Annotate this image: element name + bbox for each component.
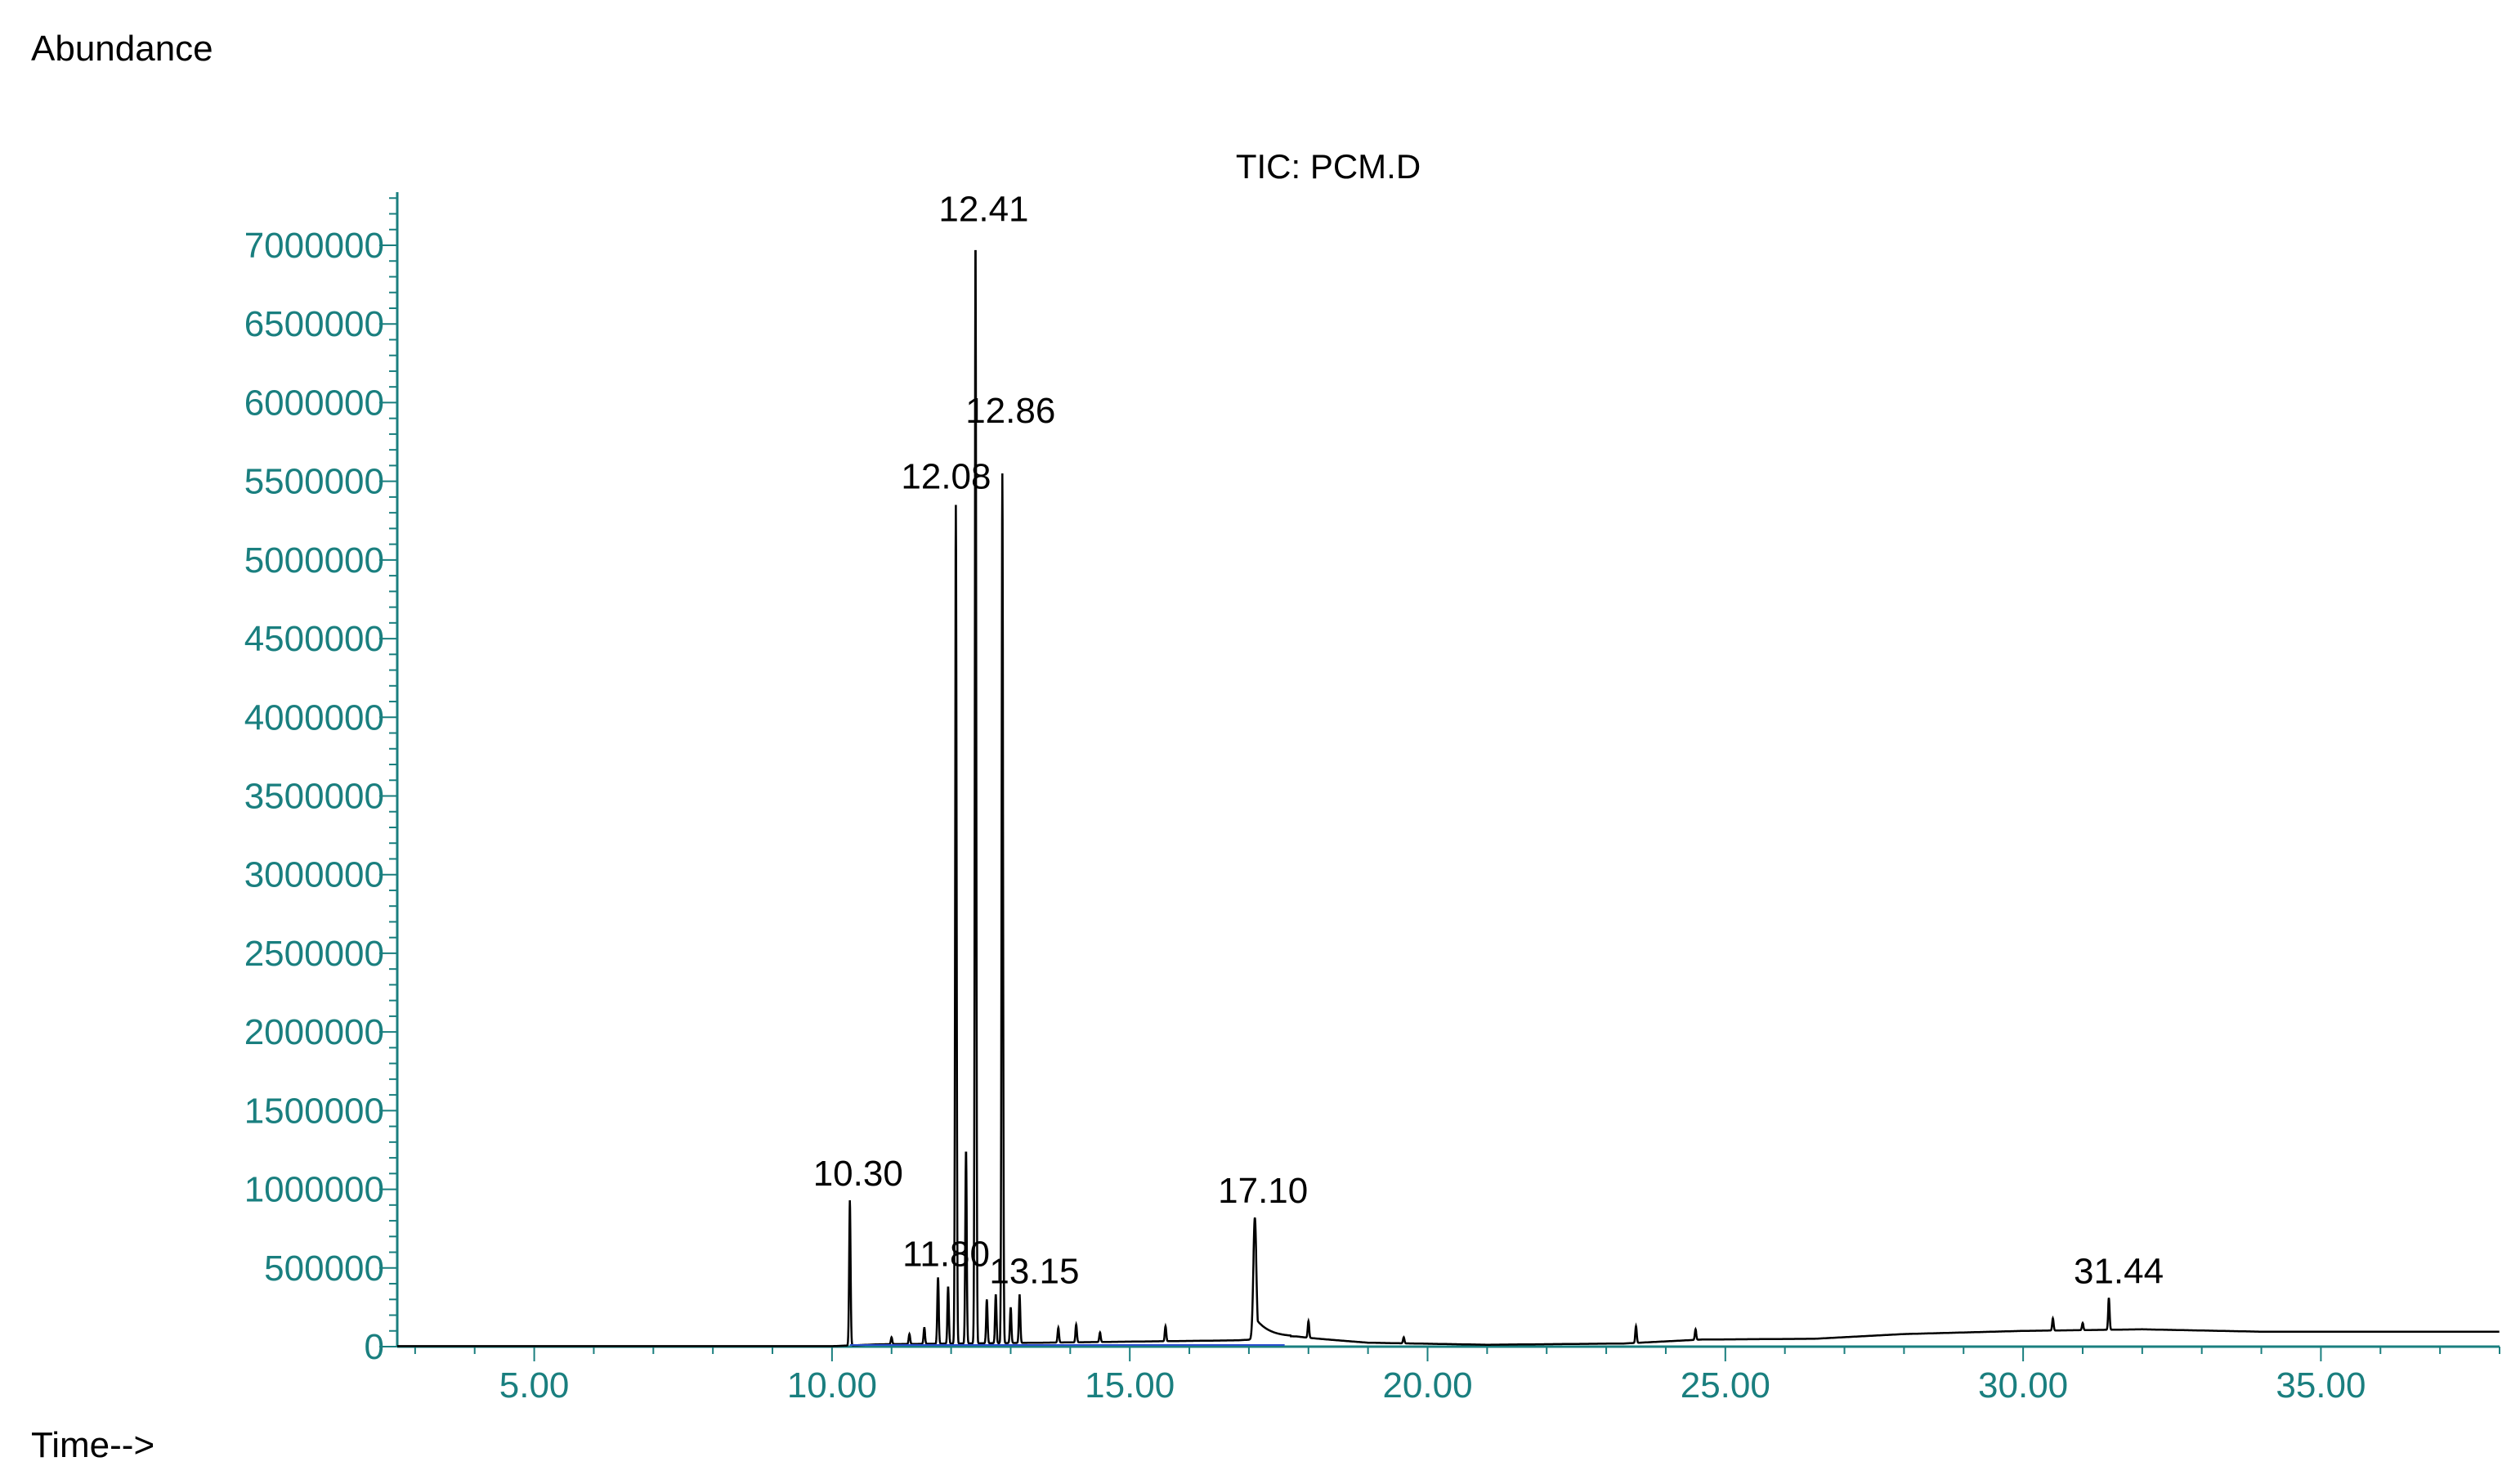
y-tick-label: 1000000: [244, 1170, 384, 1210]
y-tick-label: 6500000: [244, 304, 384, 344]
peak-label: 11.80: [902, 1234, 990, 1274]
y-tick-label: 1500000: [244, 1091, 384, 1131]
y-axis-title: Abundance: [31, 29, 213, 69]
axes: [379, 192, 2500, 1361]
x-tick-label: 20.00: [1382, 1365, 1472, 1406]
chart-title: TIC: PCM.D: [1236, 147, 1421, 186]
y-tick-label: 4500000: [244, 619, 384, 659]
y-tick-label: 3000000: [244, 855, 384, 895]
y-tick-label: 3500000: [244, 777, 384, 817]
y-tick-label: 500000: [264, 1249, 384, 1289]
peak-label: 31.44: [2074, 1251, 2164, 1291]
y-tick-label: 5500000: [244, 462, 384, 502]
y-tick-label: 2500000: [244, 934, 384, 974]
peak-label: 13.15: [989, 1251, 1079, 1291]
x-tick-label: 35.00: [2276, 1365, 2366, 1406]
y-tick-label: 5000000: [244, 540, 384, 581]
peak-label: 12.86: [965, 391, 1055, 431]
peak-labels: 10.30 11.80 12.08 12.41 12.86 13.15 17.10 31.44: [813, 189, 2164, 1291]
x-tick-label: 15.00: [1085, 1365, 1175, 1406]
peak-label: 12.41: [938, 189, 1028, 229]
tic-line: [397, 249, 2500, 1347]
tic-trace: [397, 249, 2500, 1347]
peak-label: 17.10: [1218, 1171, 1308, 1211]
y-tick-label: 4000000: [244, 697, 384, 738]
x-tick-label: 30.00: [1978, 1365, 2068, 1406]
x-axis-ticks: 5.00 10.00 15.00 20.00 25.00 30.00 35.00: [499, 1365, 2366, 1406]
y-tick-label: 6000000: [244, 383, 384, 423]
y-tick-label: 7000000: [244, 226, 384, 266]
y-tick-label: 2000000: [244, 1012, 384, 1052]
y-tick-label: 0: [365, 1327, 384, 1367]
peak-label: 12.08: [901, 457, 991, 497]
x-tick-label: 5.00: [499, 1365, 570, 1406]
x-axis-title: Time-->: [31, 1425, 154, 1465]
x-tick-label: 25.00: [1681, 1365, 1770, 1406]
y-axis-ticks: 0 500000 1000000 1500000 2000000 2500000 30000…: [244, 226, 384, 1367]
peak-label: 10.30: [813, 1154, 903, 1194]
x-tick-label: 10.00: [787, 1365, 877, 1406]
